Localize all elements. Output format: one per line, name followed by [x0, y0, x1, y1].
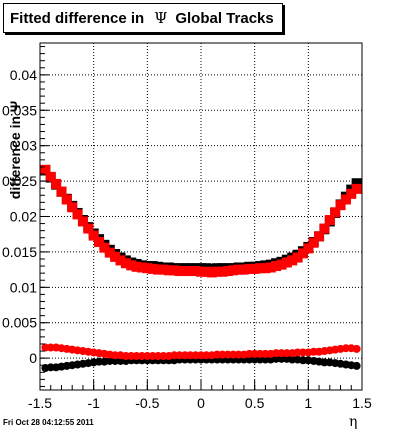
- data-point: [351, 183, 362, 194]
- data-point: [174, 266, 185, 277]
- data-point: [201, 266, 212, 277]
- y-tick-label: 0.04: [10, 67, 37, 83]
- x-tick-label: 0: [197, 395, 205, 411]
- data-point: [158, 264, 169, 275]
- data-point: [67, 202, 78, 213]
- chart-tick-labels: -1.5 -1 -0.5 0 0.5 1 1.5 0 0.005 0.01 0.015 0.02 0.0…: [2, 67, 372, 411]
- data-point: [72, 209, 83, 220]
- data-series-4: [41, 343, 361, 361]
- data-point: [147, 263, 158, 274]
- x-tick-label: 1.5: [352, 395, 372, 411]
- y-tick-label: 0.035: [2, 102, 37, 118]
- data-point: [45, 171, 56, 182]
- x-tick-label: 0.5: [245, 395, 265, 411]
- data-point: [110, 251, 121, 262]
- data-point: [238, 264, 249, 275]
- x-axis-title: η: [349, 414, 358, 430]
- data-point: [77, 216, 88, 227]
- data-point: [271, 261, 282, 272]
- y-tick-label: 0.03: [10, 138, 37, 154]
- y-tick-label: 0: [29, 350, 37, 366]
- y-tick-label: 0.005: [2, 315, 37, 331]
- data-series-2: [40, 164, 362, 278]
- data-point: [352, 344, 361, 353]
- data-point: [190, 266, 201, 277]
- data-point: [196, 266, 206, 277]
- data-point: [169, 265, 180, 276]
- data-point: [335, 200, 346, 211]
- data-point: [212, 266, 223, 277]
- data-point: [115, 255, 126, 266]
- chart-title-suffix: Global Tracks: [175, 9, 274, 27]
- data-point: [206, 267, 217, 278]
- chart-axis-ticks: [39, 46, 363, 390]
- data-point: [136, 262, 147, 273]
- data-point: [233, 264, 244, 275]
- data-point: [352, 361, 361, 370]
- chart-title-symbol: Ψ: [154, 9, 168, 27]
- data-point: [244, 263, 255, 274]
- x-tick-label: 1: [304, 395, 312, 411]
- data-point: [324, 215, 335, 226]
- data-point: [319, 223, 330, 234]
- data-point: [292, 252, 303, 263]
- data-point: [120, 258, 131, 269]
- data-point: [249, 263, 260, 274]
- data-point: [351, 178, 362, 189]
- data-point: [297, 248, 308, 259]
- data-point: [131, 261, 142, 272]
- data-point: [276, 259, 287, 270]
- data-point: [56, 186, 67, 197]
- data-point: [179, 266, 190, 277]
- data-point: [142, 263, 153, 274]
- data-point: [126, 260, 137, 271]
- data-point: [303, 243, 314, 254]
- data-point: [346, 188, 357, 199]
- data-point: [88, 230, 99, 241]
- data-point: [104, 247, 115, 258]
- data-point: [340, 194, 351, 205]
- chart-grid: [40, 43, 362, 390]
- data-point: [217, 266, 228, 277]
- data-point: [255, 263, 266, 274]
- chart-marks: [40, 164, 362, 373]
- y-tick-label: 0.015: [2, 244, 37, 260]
- data-point: [222, 266, 233, 277]
- x-tick-label: -1.5: [28, 395, 52, 411]
- data-point: [330, 207, 341, 218]
- data-point: [260, 263, 271, 274]
- y-tick-label: 0.01: [10, 279, 37, 295]
- chart-title-prefix: Fitted difference in: [10, 9, 145, 27]
- data-point: [51, 178, 62, 189]
- y-tick-label: 0.025: [2, 173, 37, 189]
- data-point: [185, 266, 196, 277]
- data-point: [281, 257, 292, 268]
- data-point: [228, 265, 239, 276]
- y-tick-label: 0.02: [10, 209, 37, 225]
- data-point: [314, 231, 325, 242]
- data-point: [265, 262, 276, 273]
- data-point: [308, 237, 319, 248]
- data-point: [163, 265, 174, 276]
- timestamp-footer: Fri Oct 28 04:12:55 2011: [3, 418, 94, 427]
- x-tick-label: -1: [87, 395, 100, 411]
- x-tick-label: -0.5: [135, 395, 159, 411]
- data-point: [94, 236, 105, 247]
- data-point: [61, 194, 72, 205]
- chart-title-box: Fitted difference in Ψ Global Tracks: [3, 3, 283, 33]
- data-point: [287, 255, 298, 266]
- data-point: [83, 223, 94, 234]
- data-point: [40, 164, 51, 175]
- y-axis-title: difference in Ψ: [7, 101, 23, 199]
- data-point: [99, 242, 110, 253]
- data-point: [153, 264, 164, 275]
